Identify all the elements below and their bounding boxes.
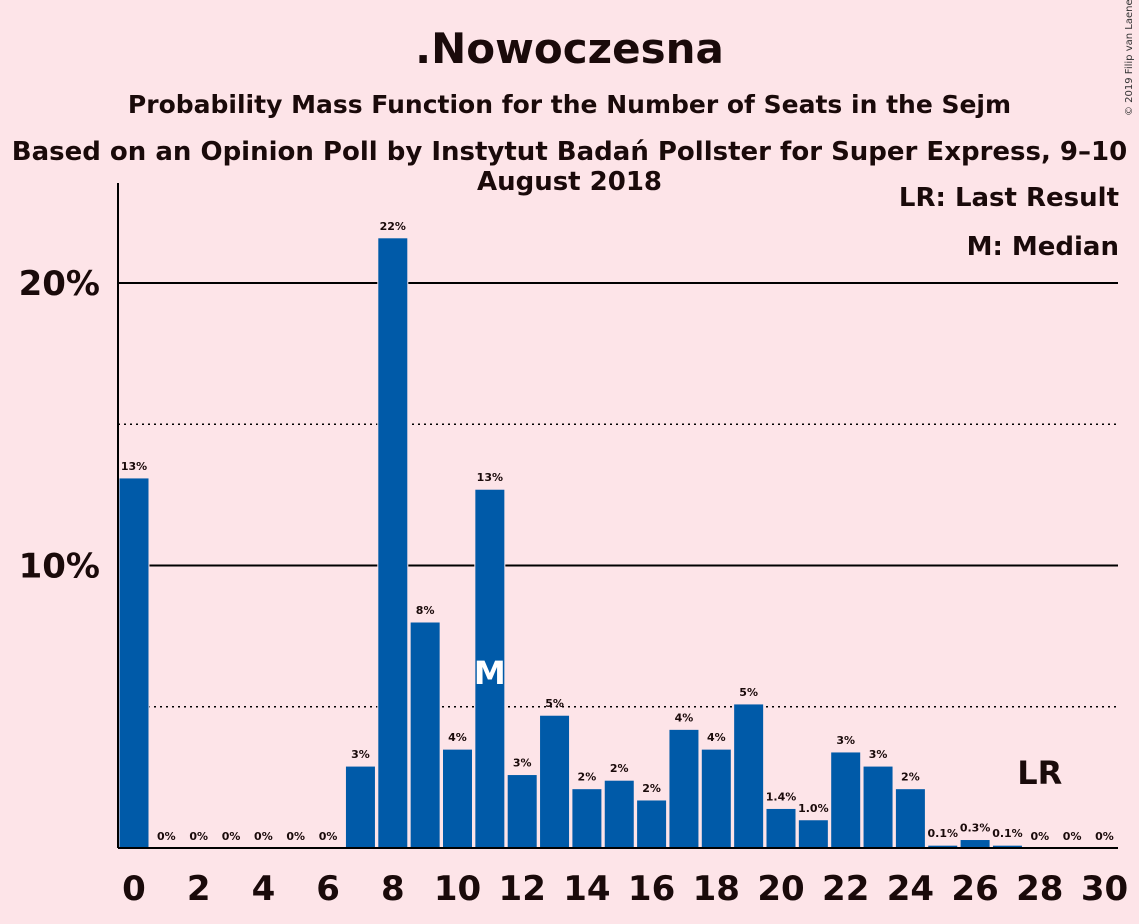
bar (636, 799, 668, 849)
bar (700, 748, 732, 849)
data-label: 0.3% (960, 822, 991, 835)
data-label: 3% (513, 757, 532, 770)
data-label: 0% (1030, 830, 1049, 843)
data-label: 0.1% (992, 827, 1023, 840)
bar (733, 703, 765, 849)
data-label: 2% (901, 771, 920, 784)
data-label: 0% (222, 830, 241, 843)
bar (603, 779, 635, 849)
bar (668, 728, 700, 849)
data-label: 3% (869, 748, 888, 761)
data-label: 0% (1063, 830, 1082, 843)
x-tick-label: 16 (628, 869, 675, 909)
x-tick-label: 12 (499, 869, 546, 909)
data-label: 3% (836, 734, 855, 747)
bar (797, 819, 829, 849)
x-tick-label: 6 (316, 869, 340, 909)
x-tick-label: 4 (252, 869, 276, 909)
bar (571, 788, 603, 849)
data-label: 2% (578, 771, 597, 784)
data-label: 0% (157, 830, 176, 843)
data-label: 4% (707, 731, 726, 744)
data-label: 5% (545, 697, 564, 710)
data-label: 0% (254, 830, 273, 843)
data-label: 2% (610, 762, 629, 775)
data-label: 0% (1095, 830, 1114, 843)
bar (765, 807, 797, 849)
data-label: 0% (319, 830, 338, 843)
bar (442, 748, 473, 849)
data-label: 4% (675, 711, 694, 724)
data-label: 3% (351, 748, 370, 761)
data-label: 22% (380, 220, 406, 233)
data-label: 1.4% (766, 790, 797, 803)
y-tick-label: 10% (19, 547, 100, 587)
chart-source: Based on an Opinion Poll by Instytut Bad… (11, 137, 1128, 197)
y-tick-label: 20% (19, 264, 100, 304)
x-tick-label: 14 (563, 869, 610, 909)
data-label: 13% (121, 460, 147, 473)
bar (506, 774, 538, 849)
data-label: 0% (189, 830, 208, 843)
x-tick-label: 28 (1016, 869, 1063, 909)
x-tick-label: 22 (822, 869, 869, 909)
bar (118, 477, 150, 849)
data-label: 2% (642, 782, 661, 795)
data-label: 0.1% (927, 827, 958, 840)
median-marker: M (474, 654, 506, 692)
x-tick-label: 0 (122, 869, 146, 909)
bar (862, 765, 894, 849)
bar (539, 714, 571, 849)
bar (959, 839, 991, 849)
data-label: 13% (477, 471, 503, 484)
bar (894, 788, 926, 849)
bar (344, 765, 376, 849)
last-result-marker: LR (1017, 754, 1062, 792)
chart-subtitle: Probability Mass Function for the Number… (127, 90, 1012, 119)
bar (377, 237, 409, 849)
x-tick-label: 20 (757, 869, 804, 909)
x-tick-label: 2 (187, 869, 211, 909)
x-tick-label: 18 (693, 869, 740, 909)
bar (830, 751, 862, 849)
x-tick-label: 30 (1081, 869, 1128, 909)
legend-last-result: LR: Last Result (898, 183, 1119, 213)
x-tick-label: 8 (381, 869, 405, 909)
data-label: 0% (286, 830, 305, 843)
bar (474, 488, 506, 849)
x-tick-label: 24 (887, 869, 934, 909)
data-label: 1.0% (798, 802, 829, 815)
x-tick-label: 10 (434, 869, 481, 909)
data-label: 5% (739, 686, 758, 699)
legend-median: M: Median (966, 232, 1119, 262)
data-label: 4% (448, 731, 467, 744)
chart-title: .Nowoczesna (415, 24, 724, 73)
bar (409, 621, 441, 849)
data-label: 8% (416, 604, 435, 617)
x-tick-label: 26 (951, 869, 998, 909)
